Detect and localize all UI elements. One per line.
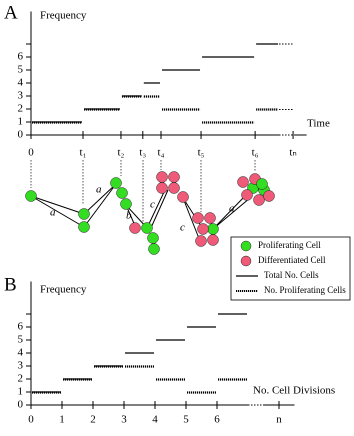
x-tick-label: t₃ — [139, 147, 146, 159]
cell — [263, 190, 275, 202]
cell — [192, 212, 204, 224]
cell — [177, 191, 189, 203]
legend-label: Proliferating Cell — [258, 240, 321, 250]
x-tick-label: 2 — [90, 414, 96, 426]
x-tick-label: n — [276, 414, 282, 426]
legend-label: Total No. Cells — [264, 270, 319, 280]
legend-swatch — [240, 240, 252, 252]
cell — [141, 222, 153, 234]
y-tick-label: 3 — [18, 90, 24, 102]
legend-label: Differentiated Cell — [258, 255, 326, 265]
division-label: a — [229, 203, 235, 215]
x-tick-label: 0 — [28, 147, 34, 159]
cell — [168, 171, 180, 183]
cell — [148, 243, 160, 255]
division-label: b — [126, 210, 132, 222]
y-tick-label: 5 — [18, 64, 24, 76]
x-tick-label: t₂ — [118, 147, 125, 159]
cell — [256, 178, 268, 190]
cell — [120, 198, 132, 210]
x-tick-label: t₆ — [252, 147, 259, 159]
x-tick-label: tₙ — [289, 147, 296, 159]
panel-label: B — [4, 274, 17, 295]
cells — [25, 171, 275, 255]
cell — [116, 187, 128, 199]
x-tick-label: 4 — [152, 414, 158, 426]
y-tick-label: 4 — [18, 347, 24, 359]
cell — [156, 171, 168, 183]
y-tick-label: 6 — [18, 321, 24, 333]
y-tick-label: 4 — [18, 77, 24, 89]
division-label: a — [50, 207, 56, 219]
division-label: c — [150, 199, 155, 211]
x-axis-label: No. Cell Divisions — [253, 385, 335, 397]
panel-label: A — [4, 2, 18, 23]
lineage-diagram — [30, 160, 256, 242]
y-tick-label: 1 — [18, 116, 24, 128]
y-tick-label: 6 — [18, 51, 24, 63]
cell — [110, 177, 122, 189]
y-tick-label: 2 — [18, 373, 24, 385]
cell — [168, 182, 180, 194]
x-tick-label: 1 — [59, 414, 65, 426]
cell — [156, 182, 168, 194]
division-label: a — [96, 184, 102, 196]
cell — [25, 190, 37, 202]
x-tick-label: 3 — [121, 414, 127, 426]
y-axis-label: Frequency — [40, 10, 87, 22]
division-label: c — [180, 222, 185, 234]
y-tick-label: 3 — [18, 360, 24, 372]
x-tick-label: t₄ — [158, 147, 165, 159]
cell — [204, 212, 216, 224]
cell — [207, 223, 219, 235]
legend-swatch — [240, 255, 252, 267]
legend-label: No. Proliferating Cells — [264, 285, 346, 295]
y-tick-label: 5 — [18, 334, 24, 346]
cell — [195, 235, 207, 247]
y-tick-label: 1 — [18, 386, 24, 398]
x-tick-label: 6 — [214, 414, 220, 426]
cell — [207, 234, 219, 246]
cell — [147, 232, 159, 244]
cell — [78, 221, 90, 233]
x-axis-label: Time — [307, 118, 330, 130]
cell — [253, 194, 265, 206]
cell — [129, 222, 141, 234]
x-tick-label: 5 — [183, 414, 189, 426]
x-tick-label: t₁ — [80, 147, 87, 159]
cell — [197, 223, 209, 235]
cell — [78, 208, 90, 220]
cell — [237, 176, 249, 188]
y-axis-label: Frequency — [40, 284, 87, 296]
cell — [241, 189, 253, 201]
x-tick-label: t₅ — [198, 147, 205, 159]
y-tick-label: 2 — [18, 103, 24, 115]
y-tick-label: 0 — [18, 129, 24, 141]
y-tick-label: 0 — [18, 399, 24, 411]
x-tick-label: 0 — [28, 414, 34, 426]
